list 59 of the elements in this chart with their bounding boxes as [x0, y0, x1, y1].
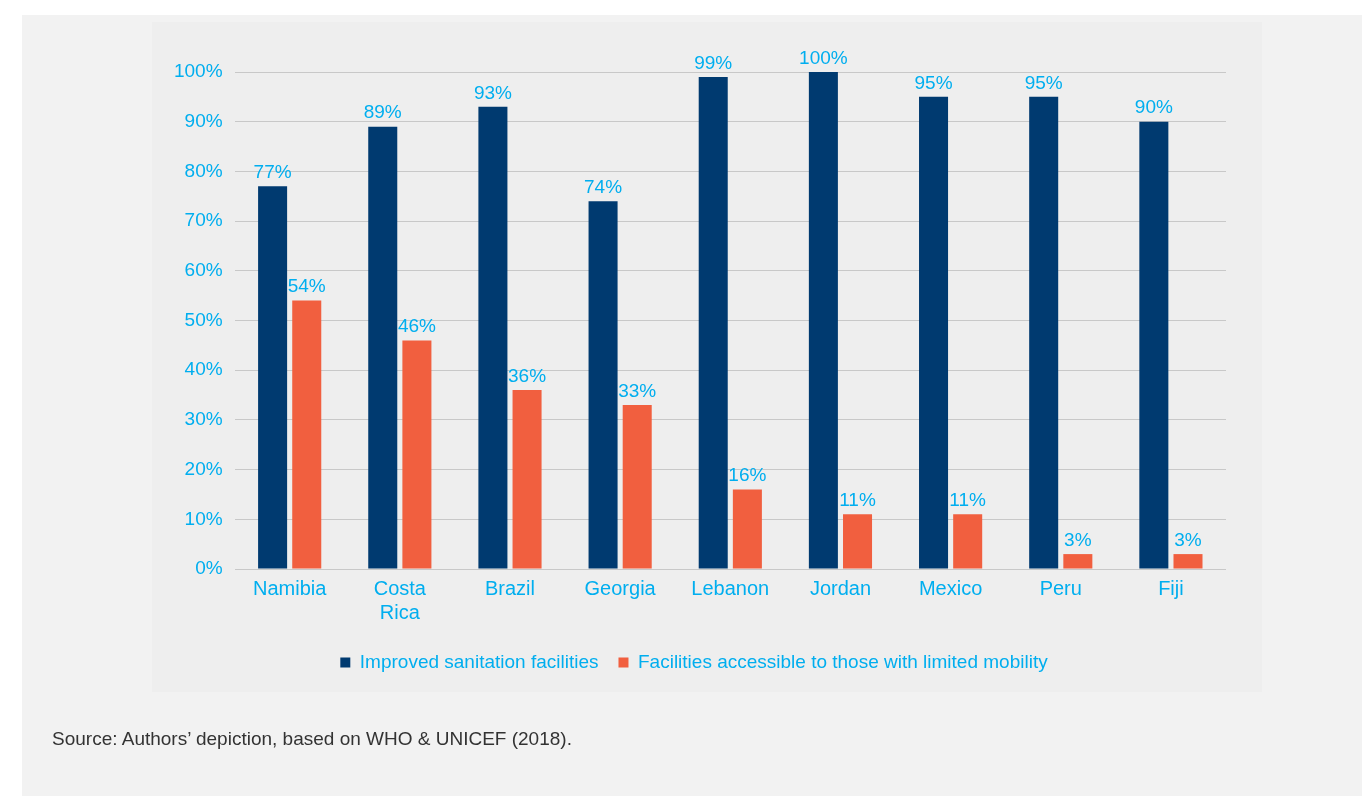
- bar: [732, 489, 762, 569]
- data-label: 11%: [949, 489, 987, 511]
- bar: [588, 201, 618, 569]
- data-label: 11%: [839, 489, 876, 511]
- data-label: 46%: [397, 315, 437, 337]
- data-label: 90%: [1134, 96, 1173, 118]
- y-tick-label: 90%: [184, 109, 223, 131]
- data-label: 99%: [694, 51, 733, 73]
- bar: [1063, 554, 1093, 569]
- data-label: 33%: [618, 379, 657, 401]
- data-label: 36%: [508, 364, 547, 386]
- legend-label: Facilities accessible to those with limited mobility: [637, 650, 1049, 672]
- data-label: 74%: [584, 175, 623, 197]
- data-label: 54%: [287, 275, 326, 297]
- bar: [402, 340, 432, 569]
- bar: [953, 514, 983, 569]
- y-tick-label: 50%: [184, 308, 223, 330]
- bar: [919, 96, 949, 569]
- y-tick-label: 30%: [184, 408, 223, 430]
- legend-label: Improved sanitation facilities: [359, 650, 599, 672]
- bar: [478, 106, 508, 569]
- data-label: 89%: [363, 101, 402, 123]
- data-label: 100%: [799, 46, 848, 68]
- y-tick-label: 10%: [184, 507, 223, 529]
- y-tick-label: 20%: [184, 457, 223, 479]
- y-tick-label: 70%: [184, 209, 223, 231]
- y-tick-label: 100%: [173, 60, 223, 82]
- bar: [1173, 554, 1203, 569]
- bar: [622, 404, 652, 569]
- bar: [698, 76, 728, 569]
- data-label: 3%: [1174, 528, 1202, 550]
- bar: [292, 300, 322, 569]
- x-tick-label: Peru: [1039, 576, 1082, 599]
- bar: [1139, 121, 1169, 569]
- x-tick-label: Mexico: [918, 576, 983, 599]
- x-tick-label: Costa Rica: [373, 576, 427, 623]
- x-tick-label: Fiji: [1158, 576, 1184, 599]
- data-label: 77%: [253, 161, 292, 183]
- x-tick-label: Namibia: [252, 576, 328, 599]
- x-tick-label: Lebanon: [691, 576, 770, 599]
- source-note: Source: Authors’ depiction, based on WHO & UNICEF (2018).: [52, 728, 572, 750]
- bar: [368, 126, 398, 569]
- bar: [512, 390, 542, 569]
- x-tick-label: Georgia: [584, 576, 657, 599]
- data-label: 16%: [728, 464, 767, 486]
- y-tick-label: 80%: [184, 159, 223, 181]
- data-label: 95%: [1024, 71, 1063, 93]
- bar: [258, 186, 288, 569]
- data-label: 93%: [473, 81, 513, 103]
- y-tick-label: 40%: [184, 358, 223, 380]
- bar: [808, 72, 838, 569]
- x-tick-label: Jordan: [809, 576, 872, 599]
- data-label: 95%: [914, 71, 953, 93]
- bar: [1029, 96, 1059, 569]
- data-label: 3%: [1064, 528, 1092, 550]
- x-tick-label: Brazil: [484, 576, 535, 599]
- y-tick-label: 60%: [184, 259, 223, 281]
- y-tick-label: 0%: [195, 557, 223, 579]
- bar: [843, 514, 873, 569]
